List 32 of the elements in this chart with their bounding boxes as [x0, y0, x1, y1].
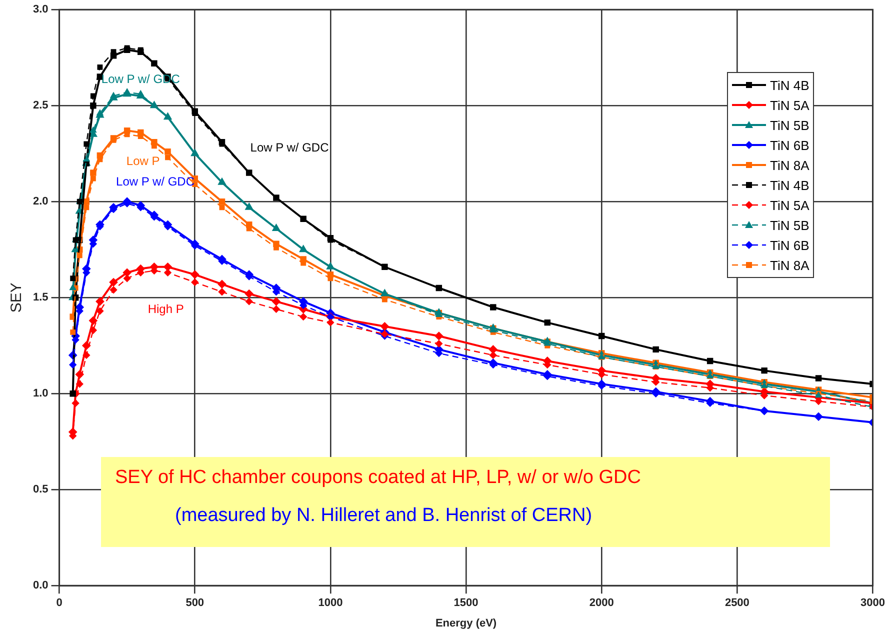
- y-tick-label: 1.5: [32, 292, 48, 304]
- x-tick-label: 3000: [860, 597, 886, 610]
- x-tick-label: 1000: [318, 597, 343, 610]
- x-tick-label: 2500: [724, 597, 750, 610]
- legend-label: TiN 5A: [770, 98, 810, 112]
- legend-label: TiN 4B: [770, 78, 810, 92]
- y-tick-label: 1.0: [32, 388, 48, 400]
- legend-label: TiN 6B: [770, 138, 810, 152]
- legend-label: TiN 4B: [770, 178, 810, 192]
- legend-label: TiN 5B: [770, 218, 810, 232]
- annotation: Low P: [126, 154, 160, 168]
- x-tick-label: 2000: [589, 597, 614, 610]
- y-tick-label: 0.0: [32, 580, 48, 592]
- legend-label: TiN 8A: [770, 258, 810, 272]
- y-tick-label: 0.5: [32, 484, 48, 496]
- annotation: High P: [148, 302, 184, 316]
- x-tick-label: 500: [186, 597, 204, 610]
- x-tick-label: 0: [56, 597, 62, 610]
- x-tick-label: 1500: [454, 597, 478, 610]
- annotation: Low P w/ GDC: [250, 140, 330, 155]
- annotation: (measured by N. Hilleret and B. Henrist of CERN): [175, 505, 592, 527]
- legend-label: TiN 5B: [770, 118, 810, 132]
- x-axis-title: Energy (eV): [435, 617, 497, 630]
- legend-label: TiN 5A: [770, 198, 810, 212]
- y-axis-title: SEY: [8, 282, 26, 313]
- y-tick-label: 2.5: [32, 100, 48, 112]
- annotation: SEY of HC chamber coupons coated at HP, LP, w/ or w/o GDC: [115, 467, 641, 489]
- legend-label: TiN 6B: [770, 238, 810, 252]
- y-tick-label: 2.0: [32, 196, 48, 208]
- note-box: SEY of HC chamber coupons coated at HP, LP, w/ or w/o GDC (measured by N. Hilleret and B. Henrist of CERN): [101, 457, 830, 547]
- y-tick-label: 3.0: [32, 4, 48, 16]
- legend-label: TiN 8A: [770, 158, 810, 172]
